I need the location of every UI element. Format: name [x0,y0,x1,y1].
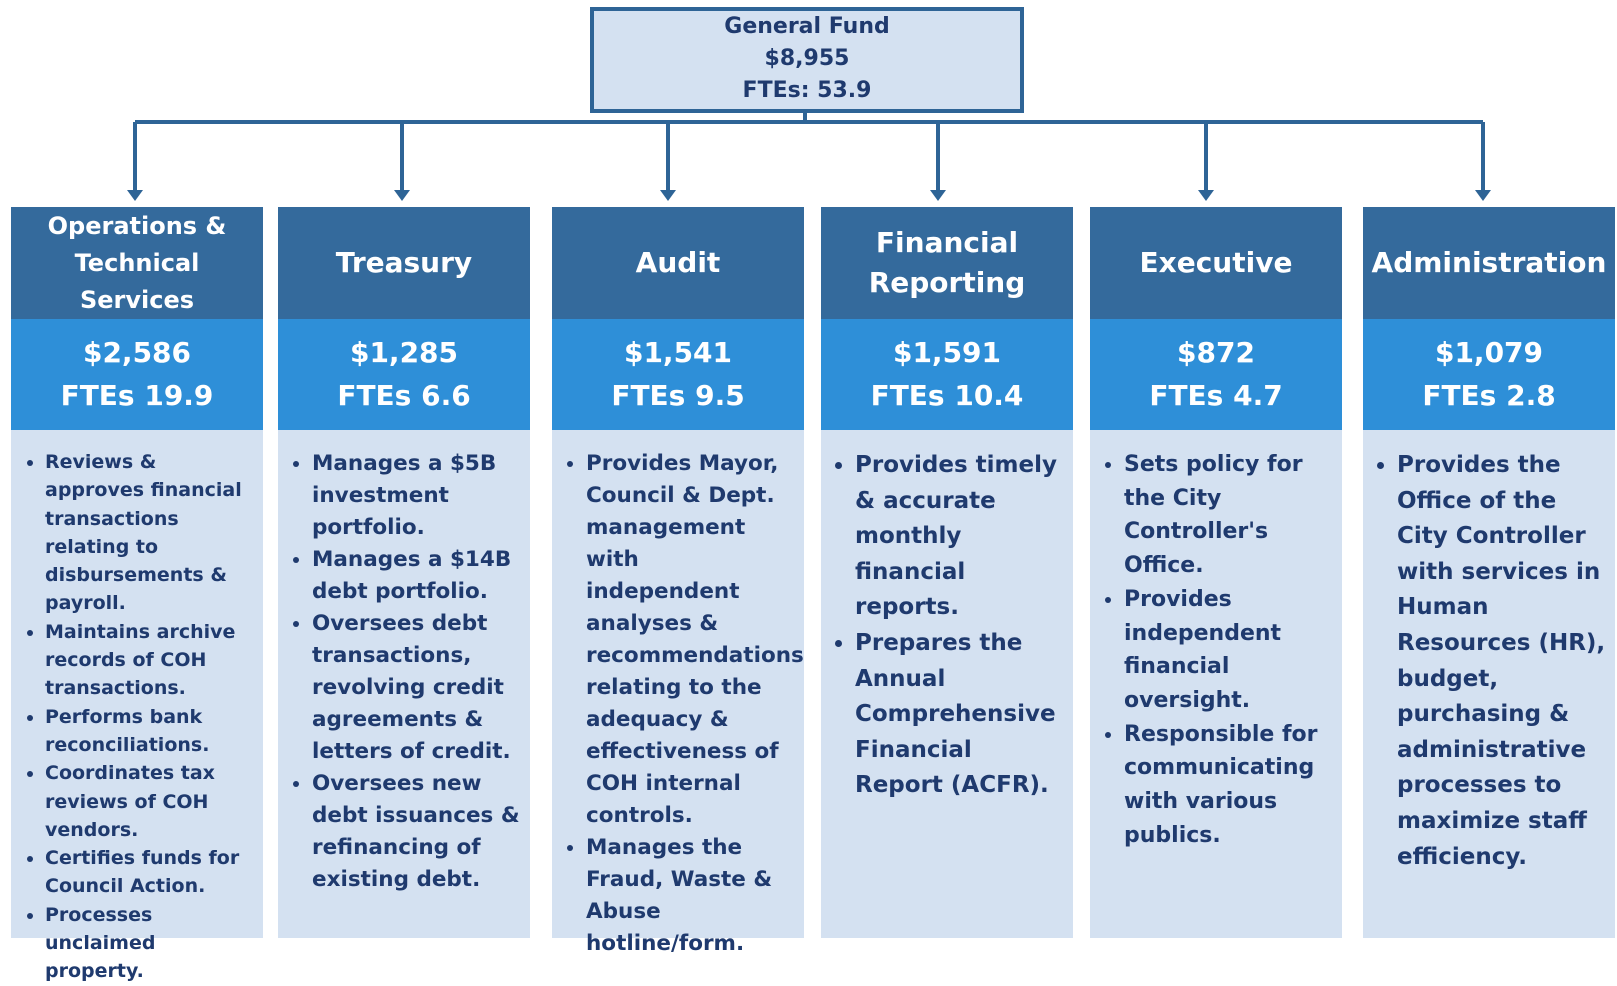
duty-item: Sets policy for the City Controller's Of… [1124,448,1336,583]
duty-item: Manages a $5B investment portfolio. [312,448,524,544]
department-duties: Reviews & approves financial transaction… [11,430,263,982]
department-name: Audit [635,246,721,279]
duty-item: Oversees debt transactions, revolving cr… [312,608,524,768]
department-budget: $872 FTEs 4.7 [1090,319,1342,430]
department-ftes: FTEs 2.8 [1422,379,1556,412]
department-ftes: FTEs 4.7 [1149,379,1283,412]
root-amount: $8,955 [764,46,850,71]
department-budget: $1,541 FTEs 9.5 [552,319,804,430]
department-header: Operations & Technical Services [11,207,263,319]
department-column: Treasury $1,285 FTEs 6.6 Manages a $5B inve… [278,207,530,938]
duty-item: Prepares the Annual Comprehensive Financ… [855,626,1067,804]
department-duties: Manages a $5B investment portfolio.Manag… [278,430,530,938]
department-ftes: FTEs 10.4 [870,379,1024,412]
department-header: Audit [552,207,804,319]
duty-item: Provides timely & accurate monthly finan… [855,448,1067,626]
duty-item: Provides independent financial oversight… [1124,583,1336,718]
arrowheads [127,190,1491,201]
duty-list: Manages a $5B investment portfolio.Manag… [290,448,524,896]
duty-item: Provides the Office of the City Controll… [1397,448,1609,875]
duty-item: Oversees new debt issuances & refinancin… [312,768,524,896]
department-column: Financial Reporting $1,591 FTEs 10.4 Provid… [821,207,1073,938]
duty-list: Sets policy for the City Controller's Of… [1102,448,1336,852]
department-duties: Sets policy for the City Controller's Of… [1090,430,1342,938]
department-budget: $1,285 FTEs 6.6 [278,319,530,430]
department-name: Financial Reporting [868,226,1026,299]
department-name: Operations & Technical Services [47,211,227,314]
duty-item: Certifies funds for Council Action. [45,844,257,901]
duty-list: Provides timely & accurate monthly finan… [833,448,1067,804]
department-ftes: FTEs 6.6 [337,379,471,412]
duty-list: Provides the Office of the City Controll… [1375,448,1609,875]
department-name: Executive [1139,246,1293,279]
department-amount: $1,541 [623,336,733,369]
duty-item: Responsible for communicating with vario… [1124,718,1336,853]
root-title: General Fund [724,14,890,39]
duty-item: Reviews & approves financial transaction… [45,448,257,618]
department-name: Treasury [335,246,473,279]
department-amount: $1,591 [892,336,1002,369]
duty-item: Processes unclaimed property. [45,901,257,986]
department-amount: $1,079 [1434,336,1544,369]
department-column: Audit $1,541 FTEs 9.5 Provides Mayor, Counc… [552,207,804,956]
department-name: Administration [1371,246,1607,279]
department-header: Financial Reporting [821,207,1073,319]
department-budget: $2,586 FTEs 19.9 [11,319,263,430]
department-column: Administration $1,079 FTEs 2.8 Provides the… [1363,207,1615,938]
department-budget: $1,591 FTEs 10.4 [821,319,1073,430]
department-header: Administration [1363,207,1615,319]
department-duties: Provides timely & accurate monthly finan… [821,430,1073,938]
root-box: General Fund $8,955 FTEs: 53.9 [590,7,1024,113]
duty-item: Provides Mayor, Council & Dept. manageme… [586,448,804,832]
department-duties: Provides the Office of the City Controll… [1363,430,1615,938]
duty-item: Performs bank reconciliations. [45,703,257,760]
connector-lines [133,113,1485,192]
duty-list: Reviews & approves financial transaction… [23,448,257,986]
department-amount: $872 [1177,336,1255,369]
department-ftes: FTEs 9.5 [611,379,745,412]
page: General Fund $8,955 FTEs: 53.9 (() => { … [0,0,1617,938]
department-duties: Provides Mayor, Council & Dept. manageme… [552,430,804,956]
department-header: Executive [1090,207,1342,319]
duty-item: Coordinates tax reviews of COH vendors. [45,759,257,844]
duty-item: Manages the Fraud, Waste & Abuse hotline… [586,832,798,960]
department-column: Executive $872 FTEs 4.7 Sets policy for the… [1090,207,1342,938]
department-ftes: FTEs 19.9 [60,379,214,412]
connectors [127,113,1491,201]
duty-item: Manages a $14B debt portfolio. [312,544,524,608]
duty-list: Provides Mayor, Council & Dept. manageme… [564,448,804,960]
department-amount: $2,586 [82,336,192,369]
root-ftes: FTEs: 53.9 [742,78,872,103]
department-header: Treasury [278,207,530,319]
department-budget: $1,079 FTEs 2.8 [1363,319,1615,430]
duty-item: Maintains archive records of COH transac… [45,618,257,703]
department-amount: $1,285 [349,336,459,369]
department-column: Operations & Technical Services $2,586 FTE… [11,207,263,982]
